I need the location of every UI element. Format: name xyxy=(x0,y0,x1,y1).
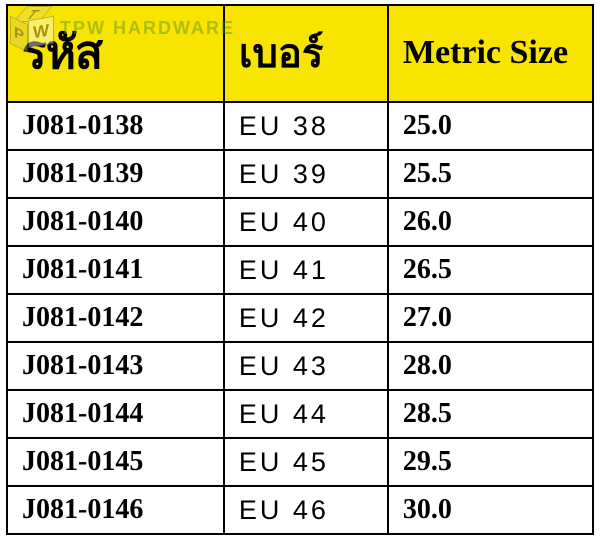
header-size-label: เบอร์ xyxy=(239,31,324,76)
cell-code: J081-0144 xyxy=(7,390,224,438)
table-row: J081-0143EU 4328.0 xyxy=(7,342,593,390)
cell-size: EU 41 xyxy=(224,246,388,294)
table-body: J081-0138EU 3825.0J081-0139EU 3925.5J081… xyxy=(7,102,593,534)
header-code-label: รหัส xyxy=(22,27,102,78)
table-row: J081-0138EU 3825.0 xyxy=(7,102,593,150)
cell-code: J081-0139 xyxy=(7,150,224,198)
cell-size: EU 46 xyxy=(224,486,388,534)
cell-metric: 26.0 xyxy=(388,198,593,246)
table-row: J081-0144EU 4428.5 xyxy=(7,390,593,438)
cell-size: EU 43 xyxy=(224,342,388,390)
cell-metric: 25.5 xyxy=(388,150,593,198)
table-row: J081-0141EU 4126.5 xyxy=(7,246,593,294)
table-row: J081-0140EU 4026.0 xyxy=(7,198,593,246)
cell-code: J081-0142 xyxy=(7,294,224,342)
cell-code: J081-0141 xyxy=(7,246,224,294)
cell-metric: 28.5 xyxy=(388,390,593,438)
table-container: รหัส เบอร์ Metric Size J081-0138EU 3825.… xyxy=(0,0,600,543)
header-metric: Metric Size xyxy=(388,5,593,102)
cell-size: EU 45 xyxy=(224,438,388,486)
cell-metric: 25.0 xyxy=(388,102,593,150)
header-metric-label: Metric Size xyxy=(403,34,568,71)
table-row: J081-0142EU 4227.0 xyxy=(7,294,593,342)
cell-code: J081-0146 xyxy=(7,486,224,534)
cell-metric: 30.0 xyxy=(388,486,593,534)
cell-code: J081-0145 xyxy=(7,438,224,486)
cell-code: J081-0143 xyxy=(7,342,224,390)
cell-metric: 26.5 xyxy=(388,246,593,294)
table-row: J081-0146EU 4630.0 xyxy=(7,486,593,534)
cell-metric: 28.0 xyxy=(388,342,593,390)
table-row: J081-0139EU 3925.5 xyxy=(7,150,593,198)
cell-size: EU 39 xyxy=(224,150,388,198)
cell-code: J081-0138 xyxy=(7,102,224,150)
header-code: รหัส xyxy=(7,5,224,102)
cell-metric: 27.0 xyxy=(388,294,593,342)
size-table: รหัส เบอร์ Metric Size J081-0138EU 3825.… xyxy=(6,4,594,535)
cell-size: EU 42 xyxy=(224,294,388,342)
cell-size: EU 40 xyxy=(224,198,388,246)
cell-code: J081-0140 xyxy=(7,198,224,246)
cell-size: EU 44 xyxy=(224,390,388,438)
header-row: รหัส เบอร์ Metric Size xyxy=(7,5,593,102)
cell-size: EU 38 xyxy=(224,102,388,150)
header-size: เบอร์ xyxy=(224,5,388,102)
table-row: J081-0145EU 4529.5 xyxy=(7,438,593,486)
cell-metric: 29.5 xyxy=(388,438,593,486)
